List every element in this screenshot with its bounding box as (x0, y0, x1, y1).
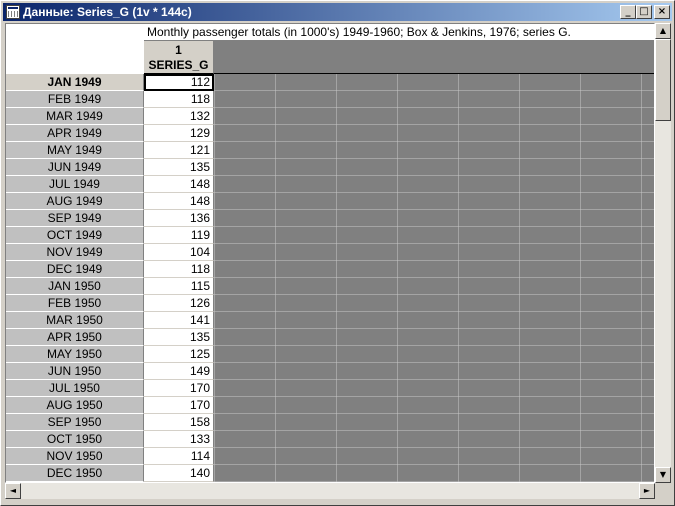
table-row[interactable]: MAY 1949 121 (6, 142, 654, 159)
row-label[interactable]: JUL 1950 (6, 380, 144, 397)
table-row[interactable]: AUG 1950 170 (6, 397, 654, 414)
data-cell[interactable]: 170 (144, 380, 214, 397)
data-cell[interactable]: 158 (144, 414, 214, 431)
table-row[interactable]: JUL 1949 148 (6, 176, 654, 193)
data-cell[interactable]: 115 (144, 278, 214, 295)
table-row[interactable]: NOV 1949 104 (6, 244, 654, 261)
row-label[interactable]: JAN 1949 (6, 74, 144, 91)
table-row[interactable]: DEC 1949 118 (6, 261, 654, 278)
data-cell[interactable]: 121 (144, 142, 214, 159)
column-name: SERIES_G (148, 58, 209, 72)
row-label[interactable]: JUN 1950 (6, 363, 144, 380)
table-row[interactable]: JAN 1949 112 (6, 74, 654, 91)
data-cell[interactable]: 135 (144, 159, 214, 176)
data-cell[interactable]: 119 (144, 227, 214, 244)
spreadsheet-grid[interactable]: Monthly passenger totals (in 1000's) 194… (5, 23, 655, 483)
column-header-series-g[interactable]: 1 SERIES_G (144, 41, 214, 74)
horizontal-scrollbar[interactable]: ◄ ► (5, 483, 655, 499)
corner-cell[interactable] (6, 24, 145, 74)
data-cell[interactable]: 149 (144, 363, 214, 380)
spreadsheet-icon[interactable] (6, 5, 20, 19)
table-row[interactable]: APR 1949 129 (6, 125, 654, 142)
size-grip (655, 483, 671, 499)
data-cell[interactable]: 118 (144, 91, 214, 108)
data-rows: JAN 1949 112 FEB 1949 118 MAR 1949 132 APR 194… (6, 74, 654, 482)
row-label[interactable]: SEP 1950 (6, 414, 144, 431)
row-label[interactable]: OCT 1950 (6, 431, 144, 448)
row-label[interactable]: SEP 1949 (6, 210, 144, 227)
table-row[interactable]: OCT 1950 133 (6, 431, 654, 448)
row-label[interactable]: MAY 1950 (6, 346, 144, 363)
row-label[interactable]: NOV 1950 (6, 448, 144, 465)
data-cell[interactable]: 133 (144, 431, 214, 448)
data-cell[interactable]: 125 (144, 346, 214, 363)
data-cell[interactable]: 112 (144, 74, 214, 91)
data-cell[interactable]: 141 (144, 312, 214, 329)
row-label[interactable]: JAN 1950 (6, 278, 144, 295)
row-label[interactable]: DEC 1950 (6, 465, 144, 482)
row-label[interactable]: DEC 1949 (6, 261, 144, 278)
table-row[interactable]: FEB 1950 126 (6, 295, 654, 312)
vertical-scroll-thumb[interactable] (655, 39, 671, 121)
row-label[interactable]: FEB 1950 (6, 295, 144, 312)
row-label[interactable]: JUN 1949 (6, 159, 144, 176)
close-button[interactable]: × (654, 5, 670, 19)
row-label[interactable]: APR 1950 (6, 329, 144, 346)
table-row[interactable]: SEP 1950 158 (6, 414, 654, 431)
row-label[interactable]: MAR 1949 (6, 108, 144, 125)
maximize-button[interactable]: □ (636, 5, 652, 19)
table-row[interactable]: NOV 1950 114 (6, 448, 654, 465)
table-row[interactable]: JUL 1950 170 (6, 380, 654, 397)
data-cell[interactable]: 129 (144, 125, 214, 142)
column-number: 1 (175, 43, 182, 57)
scroll-down-button[interactable]: ▼ (655, 467, 671, 483)
empty-row-lines (214, 74, 654, 482)
data-cell[interactable]: 136 (144, 210, 214, 227)
table-row[interactable]: OCT 1949 119 (6, 227, 654, 244)
table-row[interactable]: MAR 1950 141 (6, 312, 654, 329)
data-cell[interactable]: 170 (144, 397, 214, 414)
empty-header-strip (214, 41, 654, 74)
row-label[interactable]: MAR 1950 (6, 312, 144, 329)
table-row[interactable]: JUN 1949 135 (6, 159, 654, 176)
data-cell[interactable]: 140 (144, 465, 214, 482)
data-cell[interactable]: 114 (144, 448, 214, 465)
row-label[interactable]: NOV 1949 (6, 244, 144, 261)
row-label[interactable]: AUG 1949 (6, 193, 144, 210)
table-row[interactable]: SEP 1949 136 (6, 210, 654, 227)
data-cell[interactable]: 126 (144, 295, 214, 312)
data-cell[interactable]: 132 (144, 108, 214, 125)
minimize-button[interactable]: _ (620, 5, 636, 19)
row-label[interactable]: OCT 1949 (6, 227, 144, 244)
row-label[interactable]: AUG 1950 (6, 397, 144, 414)
table-row[interactable]: APR 1950 135 (6, 329, 654, 346)
row-label[interactable]: APR 1949 (6, 125, 144, 142)
table-row[interactable]: FEB 1949 118 (6, 91, 654, 108)
data-cell[interactable]: 148 (144, 193, 214, 210)
scroll-left-button[interactable]: ◄ (5, 483, 21, 499)
data-cell[interactable]: 135 (144, 329, 214, 346)
scroll-right-button[interactable]: ► (639, 483, 655, 499)
table-row[interactable]: AUG 1949 148 (6, 193, 654, 210)
table-title[interactable]: Monthly passenger totals (in 1000's) 194… (144, 24, 654, 41)
table-row[interactable]: MAR 1949 132 (6, 108, 654, 125)
table-row[interactable]: MAY 1950 125 (6, 346, 654, 363)
table-row[interactable]: DEC 1950 140 (6, 465, 654, 482)
row-label[interactable]: JUL 1949 (6, 176, 144, 193)
vertical-scrollbar[interactable]: ▲ ▼ (655, 23, 671, 483)
table-row[interactable]: JAN 1950 115 (6, 278, 654, 295)
window-title: Данные: Series_G (1v * 144c) (23, 5, 192, 19)
data-cell[interactable]: 118 (144, 261, 214, 278)
row-label[interactable]: FEB 1949 (6, 91, 144, 108)
row-label[interactable]: MAY 1949 (6, 142, 144, 159)
scroll-up-button[interactable]: ▲ (655, 23, 671, 39)
data-cell[interactable]: 148 (144, 176, 214, 193)
data-cell[interactable]: 104 (144, 244, 214, 261)
table-row[interactable]: JUN 1950 149 (6, 363, 654, 380)
title-bar[interactable]: Данные: Series_G (1v * 144c) _ □ × (3, 3, 672, 21)
